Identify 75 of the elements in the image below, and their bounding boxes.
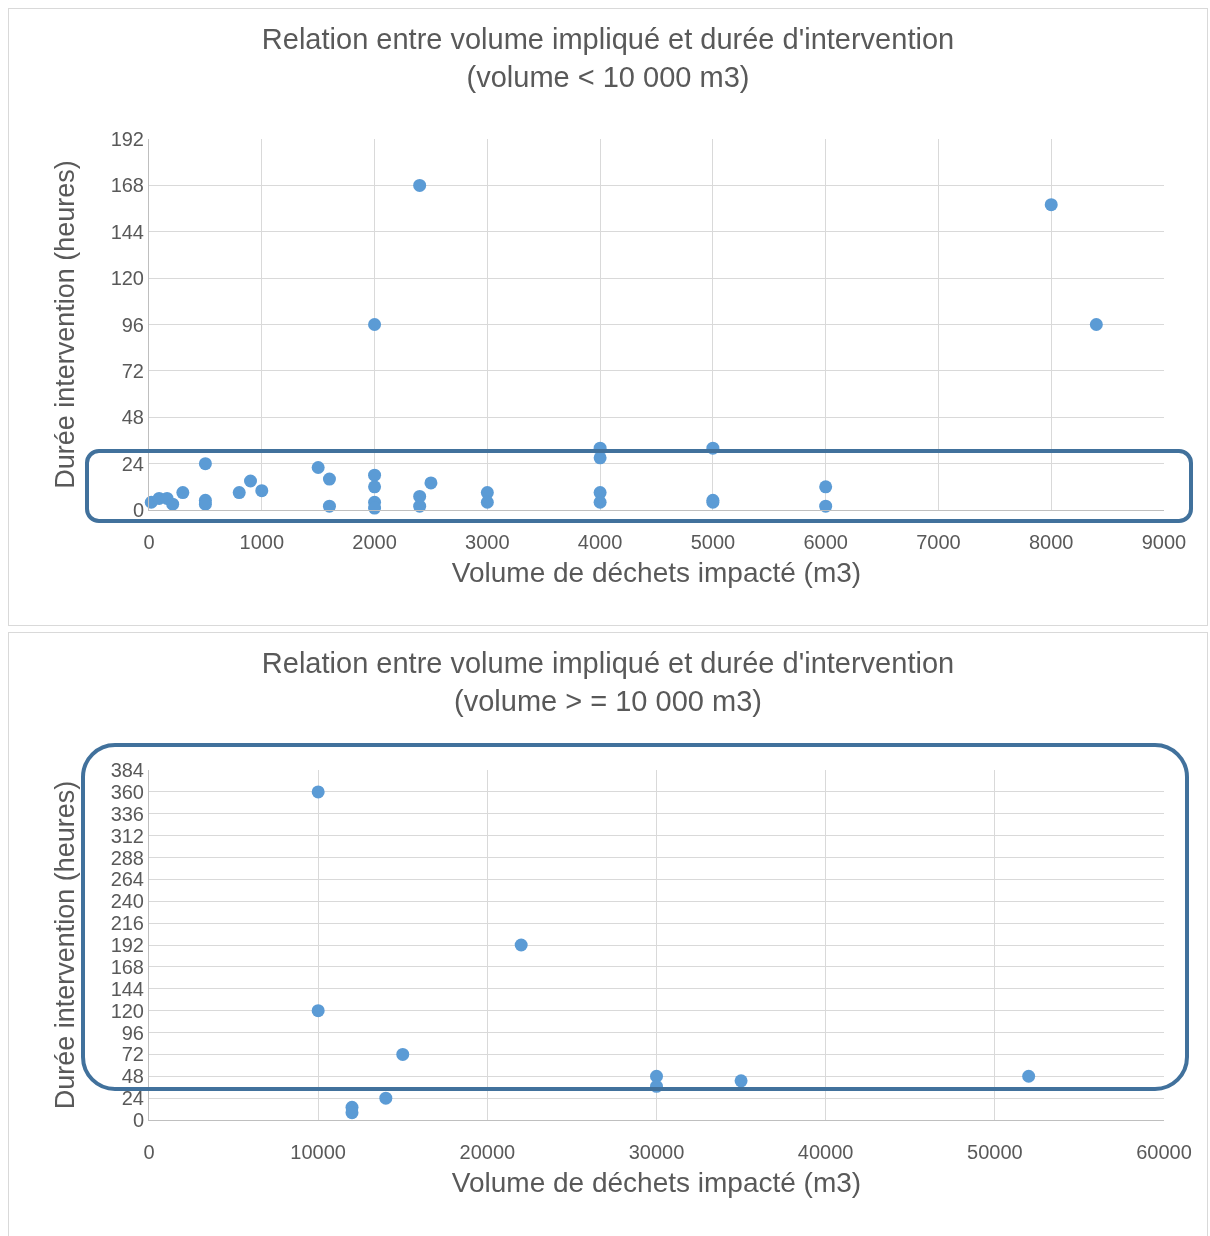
y-tick-label: 288 [110, 846, 144, 869]
point [311, 1004, 325, 1018]
point [368, 318, 382, 331]
point [322, 499, 336, 513]
y-tick-label: 72 [121, 1043, 144, 1066]
x-tick-label: 20000 [459, 1141, 516, 1163]
x-tick-label: 8000 [1028, 531, 1074, 553]
point [1089, 318, 1103, 331]
y-tick-label: 336 [110, 802, 144, 825]
y-tick-label: 24 [121, 452, 144, 475]
x-tick-label: 1000 [239, 531, 285, 553]
point [379, 1091, 393, 1105]
y-tick-label: 168 [110, 174, 144, 197]
x-tick-label: 40000 [797, 1141, 854, 1163]
y-tick-label: 192 [110, 128, 144, 150]
y-tick-label: 96 [121, 313, 144, 336]
y-tick-label: 48 [121, 1065, 144, 1088]
point [255, 484, 269, 498]
point [514, 938, 528, 952]
point [734, 1074, 748, 1088]
y-tick-label: 0 [132, 499, 144, 521]
point [819, 499, 833, 513]
y-tick-label: 240 [110, 890, 144, 913]
x-tick-label: 9000 [1141, 531, 1187, 553]
point [413, 499, 427, 513]
y-tick-label: 192 [110, 934, 144, 956]
y-tick-label: 360 [110, 780, 144, 803]
point [368, 480, 382, 494]
point [480, 495, 494, 509]
point [424, 476, 438, 490]
x-tick-label: 3000 [465, 531, 510, 553]
chart-title: Relation entre volume impliqué et durée d'intervention (volume > = 10 000 m3) [261, 647, 955, 717]
chart-title: Relation entre volume impliqué et durée d'intervention (volume < 10 000 m3) [261, 23, 955, 93]
x-tick-label: 4000 [577, 531, 623, 553]
y-tick-label: 24 [121, 1087, 144, 1110]
point [166, 497, 180, 511]
x-axis-title: Volume de déchets impacté (m3) [451, 557, 862, 589]
y-tick-label: 168 [110, 955, 144, 978]
y-tick-label: 96 [121, 1021, 144, 1044]
point [593, 495, 607, 509]
x-tick-label: 60000 [1136, 1141, 1192, 1163]
y-tick-label: 144 [110, 977, 144, 1000]
y-tick-label: 72 [121, 359, 144, 382]
x-tick-label: 7000 [916, 531, 961, 553]
point [819, 480, 833, 494]
x-axis-title: Volume de déchets impacté (m3) [451, 1167, 862, 1199]
y-tick-label: 48 [121, 406, 144, 429]
point [396, 1047, 410, 1061]
x-tick-label: 10000 [290, 1141, 346, 1163]
x-tick-label: 6000 [803, 531, 848, 553]
x-tick-label: 2000 [352, 531, 397, 553]
y-tick-label: 264 [110, 868, 144, 891]
y-tick-label: 312 [110, 824, 144, 847]
point [232, 486, 246, 500]
x-tick-label: 5000 [690, 531, 736, 553]
point [244, 474, 257, 488]
y-tick-label: 384 [110, 759, 144, 781]
point [311, 785, 325, 799]
y-tick-label: 144 [110, 220, 144, 243]
point [368, 468, 382, 482]
x-tick-label: 30000 [628, 1141, 685, 1163]
y-tick-label: 216 [110, 912, 144, 935]
point [1044, 198, 1058, 212]
y-tick-label: 120 [110, 999, 144, 1022]
y-axis-title: Durée intervention (heures) [49, 160, 80, 489]
y-tick-label: 0 [132, 1109, 144, 1131]
point [322, 472, 336, 486]
point [311, 460, 325, 474]
y-axis-title: Durée intervention (heures) [49, 780, 80, 1110]
y-tick-label: 120 [110, 267, 144, 290]
point [1022, 1069, 1036, 1083]
point [176, 486, 190, 500]
point [413, 178, 427, 192]
point [198, 457, 212, 471]
x-tick-label: 50000 [967, 1141, 1023, 1163]
